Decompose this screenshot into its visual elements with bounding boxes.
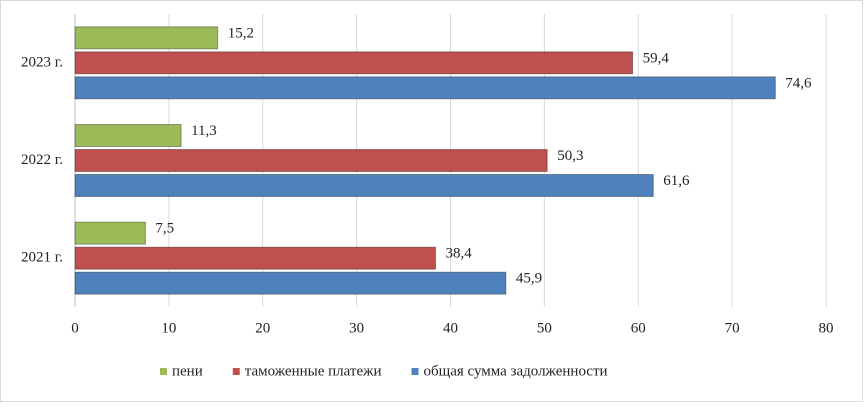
value-label: 45,9 [516, 271, 542, 287]
value-label: 7,5 [155, 221, 174, 237]
x-tick-label: 10 [161, 320, 176, 336]
x-tick-label: 30 [349, 320, 364, 336]
legend-marker [232, 368, 240, 375]
x-tick-label: 50 [537, 320, 552, 336]
x-tick-label: 0 [71, 320, 79, 336]
legend-marker [160, 368, 167, 375]
value-label: 59,4 [643, 50, 670, 66]
legend-label: таможенные платежи [245, 363, 382, 379]
y-tick-label: 2022 г. [21, 152, 63, 168]
bar [74, 149, 548, 172]
x-tick-label: 60 [631, 320, 646, 336]
bar [74, 26, 219, 50]
value-label: 38,4 [445, 246, 472, 262]
y-tick-label: 2023 г. [21, 54, 63, 70]
legend-label: общая сумма задолженности [424, 363, 608, 379]
legend-marker [411, 368, 419, 375]
value-label: 50,3 [557, 148, 583, 164]
bar [74, 124, 182, 147]
value-label: 61,6 [663, 173, 690, 189]
x-tick-label: 40 [443, 320, 458, 336]
bar [74, 174, 654, 197]
bar [74, 246, 436, 270]
value-label: 15,2 [228, 25, 254, 41]
y-tick-label: 2021 г. [21, 250, 63, 266]
value-label: 11,3 [191, 123, 217, 139]
x-tick-label: 70 [725, 320, 740, 336]
x-tick-label: 80 [819, 320, 834, 336]
value-label: 74,6 [785, 75, 812, 91]
bar [74, 271, 507, 295]
bar [74, 76, 776, 100]
x-tick-label: 20 [255, 320, 270, 336]
bar [74, 221, 146, 245]
bar [74, 51, 634, 75]
legend-label: пени [172, 363, 203, 379]
